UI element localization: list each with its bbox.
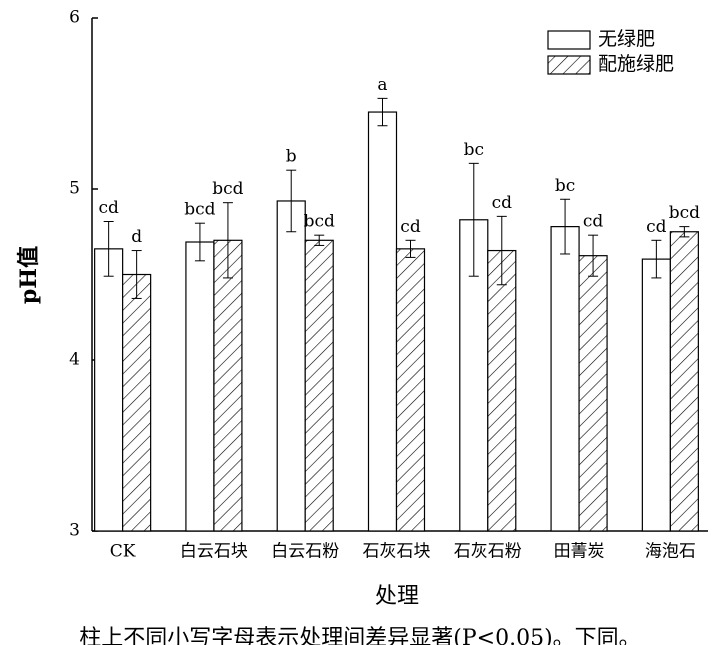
y-tick-label: 6	[69, 8, 80, 28]
x-axis-label: 处理	[375, 584, 419, 609]
x-tick-label: 白云石粉	[271, 542, 339, 562]
legend-swatch	[547, 30, 591, 50]
legend-label: 无绿肥	[598, 28, 655, 50]
x-tick-label: 海泡石	[645, 542, 696, 562]
significance-label: bc	[464, 140, 484, 160]
significance-label: bcd	[212, 179, 243, 199]
legend-label: 配施绿肥	[598, 53, 674, 75]
significance-label: a	[377, 75, 387, 95]
significance-label: cd	[400, 217, 421, 237]
bar	[641, 258, 671, 532]
bar	[276, 200, 306, 532]
significance-label: d	[131, 227, 142, 247]
bar	[304, 239, 334, 532]
bar	[213, 239, 243, 532]
y-tick-label: 3	[69, 521, 80, 541]
significance-label: bcd	[669, 203, 700, 223]
x-tick-label: 田菁炭	[554, 542, 605, 562]
significance-label: bcd	[184, 200, 215, 220]
significance-label: b	[286, 147, 297, 167]
x-tick-label: 石灰石块	[363, 542, 431, 562]
bar	[395, 248, 426, 532]
significance-label: bcd	[304, 212, 335, 232]
significance-label: bc	[555, 176, 575, 196]
bar	[367, 111, 398, 532]
bar	[487, 249, 517, 532]
significance-label: cd	[98, 198, 119, 218]
x-tick-label: CK	[110, 542, 136, 562]
bar	[669, 231, 699, 532]
bar	[578, 255, 608, 532]
significance-label: cd	[646, 217, 667, 237]
significance-label: cd	[492, 193, 513, 213]
note: 柱上不同小写字母表示处理间差异显著(P<0.05)。下同。	[79, 626, 640, 645]
y-tick-label: 4	[69, 350, 80, 370]
bar	[94, 248, 124, 532]
bar	[185, 241, 215, 532]
y-axis-label: pH值	[16, 246, 42, 304]
legend-swatch	[547, 55, 591, 75]
significance-label: cd	[583, 212, 604, 232]
x-tick-label: 石灰石粉	[454, 542, 522, 562]
bar	[550, 226, 580, 532]
x-tick-label: 白云石块	[180, 542, 248, 562]
y-tick-label: 5	[69, 179, 80, 199]
bar	[122, 273, 152, 532]
